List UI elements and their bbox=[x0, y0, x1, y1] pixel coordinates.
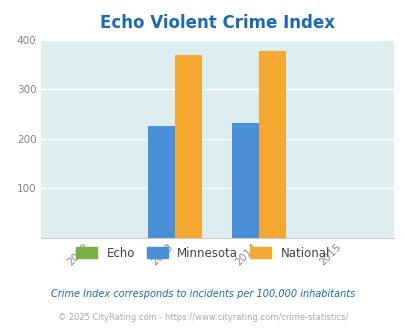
Title: Echo Violent Crime Index: Echo Violent Crime Index bbox=[100, 15, 334, 32]
Text: © 2025 CityRating.com - https://www.cityrating.com/crime-statistics/: © 2025 CityRating.com - https://www.city… bbox=[58, 313, 347, 322]
Bar bbox=[259, 51, 286, 238]
Bar bbox=[232, 123, 259, 238]
Text: Crime Index corresponds to incidents per 100,000 inhabitants: Crime Index corresponds to incidents per… bbox=[51, 289, 354, 299]
Legend: Echo, Minnesota, National: Echo, Minnesota, National bbox=[76, 247, 329, 260]
Bar bbox=[148, 126, 175, 238]
Bar bbox=[175, 55, 202, 238]
